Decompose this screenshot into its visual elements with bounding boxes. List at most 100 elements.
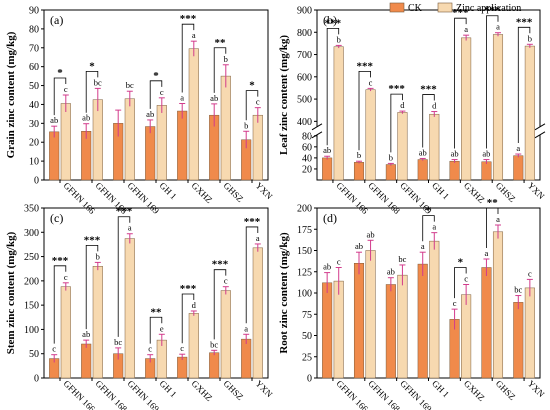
significance-letter: ab [323,262,331,272]
significance-bracket [422,215,435,242]
x-tick-label: GFHN 169 [126,378,162,410]
significance-bracket [326,28,340,146]
zinc-bar [492,34,504,181]
panel-4: 0 25 50 75 100 125 150 175 200 Root zinc content … [278,197,547,410]
significance-letter: ab [451,149,459,159]
y-tick-label: 60 [29,62,39,73]
significance-letter: c [337,257,341,267]
y-tick-label: 50 [302,331,312,342]
y-tick-label: 125 [297,267,312,278]
significance-letter: b [389,152,393,162]
significance-bracket [85,70,99,113]
significance-letter: a [485,248,489,258]
significance-bracket [181,293,195,344]
y-tick-label: 0 [34,176,39,187]
axis-break-gap [311,126,546,135]
significance-stars: * [57,67,63,79]
panel-label: (a) [50,13,63,27]
significance-letter: a [192,30,196,40]
zinc-bar [461,37,472,181]
x-tick-label: YXN [526,378,547,399]
y-tick-label: 50 [29,349,39,360]
y-tick-label: 100 [24,325,39,336]
significance-letter: bc [126,80,134,90]
y-axis-label: Leaf zinc content (mg/kg) [278,35,290,155]
significance-bracket [245,226,259,324]
y-tick-label: 300 [24,228,39,239]
x-tick-label: GFHN 166 [62,378,98,410]
x-tick-label: GXHZ [462,180,487,205]
zinc-bar [397,274,408,379]
ck-bar [145,126,156,181]
x-tick-label: GXHZ [190,378,215,403]
panel-label: (d) [323,211,337,225]
significance-stars: *** [52,255,69,267]
x-tick-label: GFHN 166 [335,180,371,216]
significance-stars: *** [516,16,533,28]
zinc-bar [492,231,504,379]
x-tick-label: GH 1 [158,180,179,201]
significance-bracket [181,23,195,93]
significance-stars: * [249,80,255,92]
significance-bracket [454,17,467,149]
significance-letter: a [256,233,260,243]
ck-bar [81,343,92,379]
significance-letter: a [244,323,248,333]
y-tick-label: 250 [24,252,39,263]
significance-letter: b [96,251,100,261]
significance-bracket [117,216,131,337]
zinc-bar [124,98,135,181]
zinc-bar [124,238,135,379]
significance-letter: bc [398,254,406,264]
zinc-bar [461,294,472,379]
panel-1: 0 10 20 30 40 50 60 70 80 90 Grain zinc content (m… [5,6,275,217]
significance-letter: c [180,343,184,353]
significance-letter: bc [210,339,218,349]
ck-bar [209,352,220,379]
x-tick-label: YXN [254,180,275,201]
y-tick-label: 80 [29,24,39,35]
significance-letter: c [369,77,373,87]
zinc-bar [524,45,535,181]
significance-stars: ** [487,197,499,209]
significance-stars: *** [452,7,469,19]
ck-bar [481,267,492,379]
significance-stars: *** [180,283,197,295]
significance-bracket [390,93,403,153]
significance-letter: c [64,272,68,282]
significance-letter: c [148,344,152,354]
significance-letter: e [160,323,164,333]
zinc-bar [524,287,535,379]
zinc-bar [188,313,199,379]
x-tick-label: GXHZ [190,180,215,205]
y-axis-label: Root zinc content (mg/kg) [278,232,290,354]
plot-frame [43,207,269,379]
significance-letter: ab [355,241,363,251]
ck-bar [385,284,396,379]
significance-stars: *** [116,206,133,218]
y-tick-label: 80 [302,131,312,142]
significance-stars: *** [84,234,101,246]
significance-letter: c [256,97,260,107]
y-tick-label: 0 [307,374,312,385]
significance-letter: ab [387,267,395,277]
y-tick-label: 0 [34,374,39,385]
significance-letter: d [400,100,405,110]
significance-stars: *** [212,259,229,271]
legend-swatch [437,2,453,13]
zinc-bar [188,48,199,181]
significance-stars: * [426,205,432,217]
ck-bar [322,282,333,379]
y-tick-label: 600 [297,72,312,83]
significance-letter: ab [50,115,58,125]
significance-stars: * [89,60,95,72]
significance-letter: a [496,214,500,224]
y-tick-label: 20 [29,138,39,149]
significance-letter: bc [94,77,102,87]
significance-letter: ab [367,229,375,239]
x-tick-label: GXHZ [462,378,487,403]
y-axis-label: Stem zinc content (mg/kg) [5,231,17,354]
zinc-bar [333,46,344,181]
significance-letter: a [128,223,132,233]
